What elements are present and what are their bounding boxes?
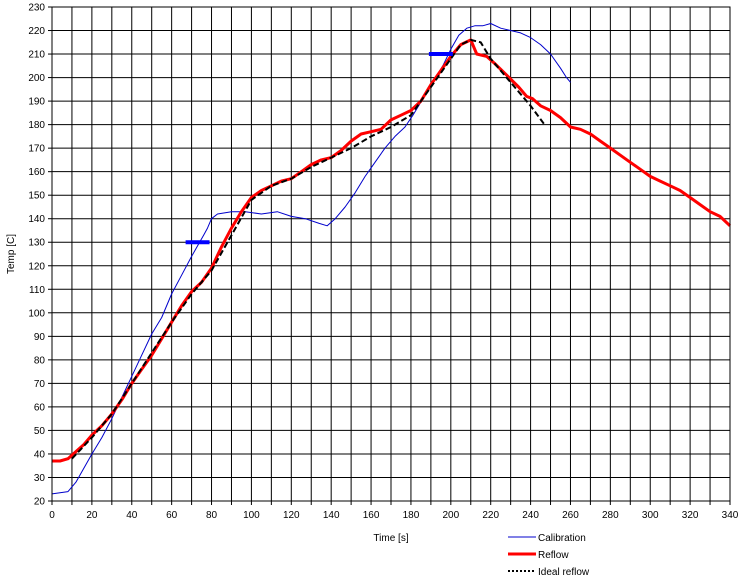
target-markers — [185, 52, 453, 245]
y-tick-label: 140 — [28, 214, 45, 225]
x-tick-label: 20 — [86, 510, 98, 521]
y-tick-label: 110 — [29, 285, 45, 296]
y-tick-label: 20 — [34, 497, 46, 508]
y-tick-label: 220 — [28, 26, 45, 37]
legend-label-ideal-reflow: Ideal reflow — [538, 567, 590, 578]
y-tick-label: 180 — [28, 120, 45, 131]
series-line-reflow — [52, 38, 732, 463]
y-tick-label: 230 — [28, 3, 45, 14]
x-tick-label: 140 — [323, 510, 340, 521]
y-tick-label: 210 — [28, 50, 45, 61]
x-tick-label: 220 — [482, 510, 499, 521]
y-axis-title: Temp [C] — [6, 234, 17, 274]
y-tick-label: 120 — [28, 261, 45, 272]
x-tick-label: 300 — [642, 510, 659, 521]
series-line-calibration — [51, 23, 571, 495]
x-axis-title: Time [s] — [373, 533, 408, 544]
legend-label-calibration: Calibration — [538, 533, 586, 544]
x-tick-label: 200 — [442, 510, 459, 521]
x-tick-label: 0 — [49, 510, 55, 521]
y-tick-label: 80 — [34, 355, 46, 366]
x-tick-labels: 0 20 40 60 80 100 120 140 160 180 200 220 240 260 280 3… — [49, 510, 739, 521]
y-tick-label: 170 — [28, 144, 45, 155]
y-tick-label: 90 — [34, 332, 46, 343]
y-tick-label: 130 — [28, 238, 45, 249]
x-tick-label: 180 — [403, 510, 420, 521]
grid-lines — [48, 6, 731, 505]
y-tick-label: 50 — [34, 426, 46, 437]
x-tick-label: 60 — [166, 510, 178, 521]
x-tick-label: 340 — [722, 510, 739, 521]
x-tick-label: 100 — [243, 510, 260, 521]
x-tick-label: 260 — [562, 510, 579, 521]
y-tick-label: 190 — [28, 97, 45, 108]
y-tick-label: 60 — [34, 402, 46, 413]
y-tick-label: 160 — [28, 167, 45, 178]
legend-label-reflow: Reflow — [538, 550, 569, 561]
x-tick-label: 160 — [363, 510, 380, 521]
plot-frame — [51, 6, 731, 502]
x-tick-label: 80 — [206, 510, 218, 521]
series-lines — [51, 23, 732, 495]
legend: Calibration Reflow Ideal reflow — [508, 533, 590, 578]
series-line-ideal-reflow — [71, 38, 546, 460]
y-tick-label: 70 — [34, 379, 46, 390]
x-tick-label: 40 — [126, 510, 138, 521]
y-tick-labels: 20 30 40 50 60 70 80 90 100 110 120 130 140 150 160 170… — [28, 3, 45, 508]
y-tick-label: 200 — [28, 73, 45, 84]
x-tick-label: 320 — [682, 510, 699, 521]
y-tick-label: 30 — [34, 473, 46, 484]
x-tick-label: 280 — [602, 510, 619, 521]
y-tick-label: 100 — [28, 308, 45, 319]
y-tick-label: 40 — [34, 449, 46, 460]
y-tick-label: 150 — [28, 191, 45, 202]
x-tick-label: 120 — [283, 510, 300, 521]
x-tick-label: 240 — [522, 510, 539, 521]
